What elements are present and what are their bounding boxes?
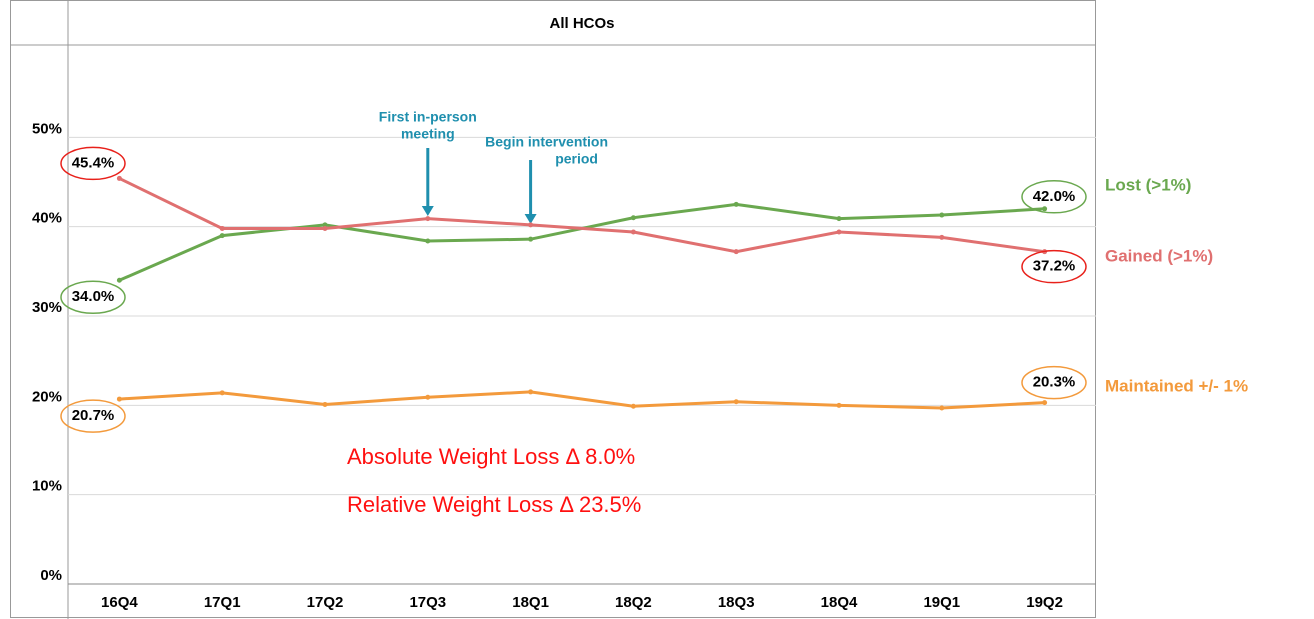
point [939, 212, 945, 218]
x-tick-label: 16Q4 [101, 594, 138, 611]
note: Relative Weight Loss Δ 23.5% [347, 492, 641, 517]
label-ring [1021, 365, 1087, 400]
y-tick-label: 0% [40, 567, 62, 584]
x-tick-label: 17Q2 [307, 594, 344, 611]
value-label: 20.7% [72, 407, 115, 424]
x-tick-label: 17Q3 [409, 594, 446, 611]
point [630, 229, 636, 235]
label-ring [60, 146, 126, 181]
point [322, 222, 328, 228]
label-ring [60, 280, 126, 315]
label-ring [1021, 180, 1087, 214]
point [425, 216, 431, 222]
x-tick-label: 18Q3 [718, 594, 755, 611]
label-ring [60, 399, 126, 433]
point [733, 399, 739, 405]
value-label: 42.0% [1033, 188, 1076, 205]
point [528, 236, 534, 242]
arrow-head [421, 206, 434, 216]
annotation: period [555, 151, 598, 167]
point [1042, 206, 1048, 212]
x-tick-label: 19Q2 [1026, 594, 1063, 611]
point [322, 225, 328, 231]
value-label: 20.3% [1033, 374, 1076, 391]
annotation: Begin intervention [485, 134, 608, 150]
point [939, 405, 945, 411]
series-line [119, 390, 1045, 410]
value-label: 45.4% [72, 154, 115, 171]
annotation: meeting [401, 126, 455, 142]
point [425, 394, 431, 400]
point [836, 229, 842, 235]
x-tick-label: 18Q2 [615, 594, 652, 611]
label-ring [1021, 249, 1087, 284]
chart-title: All HCOs [549, 15, 614, 32]
note: Absolute Weight Loss Δ 8.0% [347, 444, 635, 469]
legend-label: Gained (>1%) [1105, 246, 1213, 265]
annotation: First in-person [379, 109, 477, 125]
x-tick-label: 18Q1 [512, 594, 549, 611]
point [116, 277, 122, 283]
point [219, 390, 225, 396]
series-line [118, 202, 1045, 282]
point [528, 222, 534, 228]
x-tick-label: 18Q4 [821, 594, 858, 611]
point [425, 238, 431, 244]
y-tick-label: 20% [32, 388, 62, 405]
point [528, 389, 534, 395]
y-tick-label: 50% [32, 120, 62, 137]
point [219, 233, 225, 239]
legend-label: Lost (>1%) [1105, 175, 1191, 194]
point [733, 201, 739, 207]
point [630, 403, 636, 409]
x-tick-label: 17Q1 [204, 594, 241, 611]
y-tick-label: 30% [32, 299, 62, 316]
chart-frame [10, 0, 1096, 618]
value-label: 34.0% [72, 288, 115, 305]
x-tick-label: 19Q1 [923, 594, 960, 611]
point [1042, 400, 1048, 406]
y-tick-label: 10% [32, 478, 62, 495]
legend-label: Maintained +/- 1% [1105, 376, 1248, 395]
point [219, 225, 225, 231]
y-tick-label: 40% [32, 210, 62, 227]
point [116, 396, 122, 402]
arrow-head [524, 214, 537, 224]
point [939, 234, 945, 240]
point [322, 401, 328, 407]
value-label: 37.2% [1033, 258, 1076, 275]
point [836, 402, 842, 408]
point [733, 249, 739, 255]
point [836, 216, 842, 222]
point [630, 215, 636, 221]
point [116, 175, 122, 181]
series-line [118, 177, 1045, 254]
